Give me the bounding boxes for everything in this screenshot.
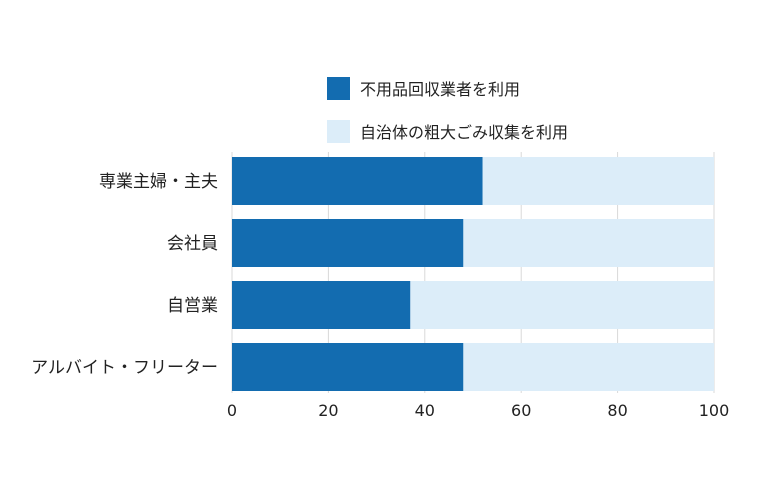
legend: 不用品回収業者を利用 自治体の粗大ごみ収集を利用	[327, 77, 568, 143]
bar-1-2	[232, 219, 464, 267]
bar-2-3	[410, 281, 714, 329]
category-label: 自営業	[167, 296, 218, 316]
category-label: アルバイト・フリーター	[31, 358, 218, 378]
bar-2-4	[463, 343, 714, 391]
x-tick-label: 40	[415, 401, 435, 420]
x-tick-label: 100	[699, 401, 730, 420]
x-tick-label: 80	[607, 401, 627, 420]
category-label: 会社員	[167, 234, 218, 254]
x-tick-label: 20	[318, 401, 338, 420]
bar-2-2	[463, 219, 714, 267]
bar-1-1	[232, 157, 483, 205]
category-label: 専業主婦・主夫	[99, 172, 218, 192]
bars	[232, 157, 714, 391]
bar-2-1	[482, 157, 714, 205]
bar-1-4	[232, 343, 464, 391]
x-axis: 0 20 40 60 80 100	[227, 401, 729, 420]
legend-swatch-series-1	[327, 77, 350, 100]
legend-label-series-2: 自治体の粗大ごみ収集を利用	[360, 123, 568, 142]
x-tick-label: 60	[511, 401, 531, 420]
legend-swatch-series-2	[327, 120, 350, 143]
legend-label-series-1: 不用品回収業者を利用	[360, 80, 520, 99]
x-tick-label: 0	[227, 401, 237, 420]
bar-1-3	[232, 281, 411, 329]
